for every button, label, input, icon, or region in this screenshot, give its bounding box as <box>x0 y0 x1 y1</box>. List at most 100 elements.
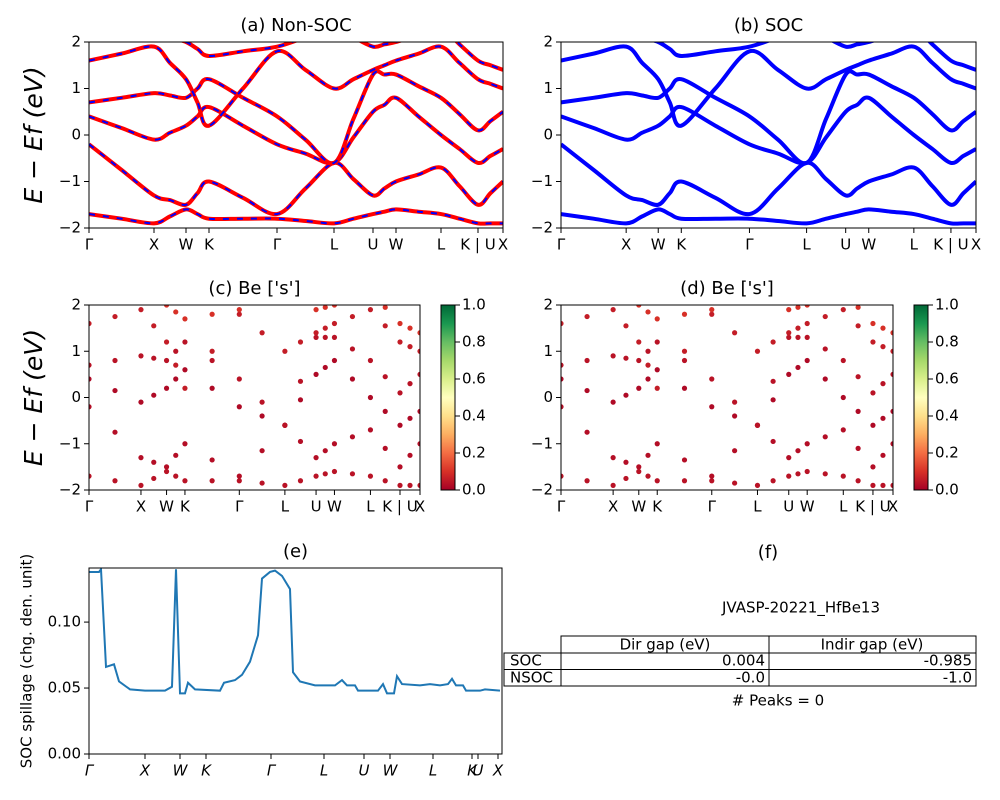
band-point <box>823 295 828 300</box>
band-point <box>282 482 288 488</box>
band-point <box>331 320 338 327</box>
band-point <box>138 293 143 298</box>
panel-title: (d) Be ['s'] <box>680 278 774 299</box>
peaks-note: # Peaks = 0 <box>732 692 824 710</box>
band-point <box>795 334 801 340</box>
band-point <box>732 480 738 486</box>
x-tick-label: W <box>631 498 646 516</box>
x-tick-label: Γ <box>273 236 282 254</box>
table-cell: -1.0 <box>943 669 972 687</box>
x-tick-label: Γ <box>708 498 717 516</box>
band-point <box>636 385 642 391</box>
band-point <box>880 381 886 387</box>
band-point <box>89 404 92 410</box>
y-tick-label: −1 <box>531 172 553 190</box>
band-point <box>331 357 338 364</box>
x-tick-label: W <box>651 236 666 254</box>
band-line <box>561 44 976 128</box>
band-point <box>151 323 157 329</box>
band-line <box>89 142 503 217</box>
band-point <box>407 452 413 458</box>
band-point <box>163 339 170 345</box>
band-point <box>561 320 564 327</box>
row-label: SOC <box>510 652 542 670</box>
band-point <box>112 478 118 484</box>
band-point <box>636 339 642 345</box>
band-point <box>709 376 715 382</box>
band-point <box>382 323 388 329</box>
x-tick-label: L <box>910 236 919 254</box>
band-point <box>367 473 374 479</box>
x-tick-label: K | U <box>382 498 417 516</box>
y-tick-label: 2 <box>543 33 553 51</box>
band-point <box>151 392 157 398</box>
band-point <box>163 385 170 391</box>
band-point <box>795 448 801 454</box>
band-point <box>804 441 810 447</box>
material-id: JVASP-20221_HfBe13 <box>721 599 880 618</box>
colorbar-tick-label: 0.0 <box>935 481 959 499</box>
band-point <box>138 307 144 313</box>
band-point <box>259 448 265 454</box>
band-point <box>561 376 564 382</box>
band-point <box>623 392 629 398</box>
band-point <box>349 376 356 382</box>
band-point <box>870 422 876 428</box>
x-tick-label: X <box>415 498 425 516</box>
band-point <box>236 473 242 479</box>
band-point <box>786 473 792 479</box>
band-point <box>173 452 179 458</box>
band-point <box>890 408 893 414</box>
band-point <box>855 305 861 310</box>
band-point <box>209 348 215 354</box>
band-point <box>795 325 801 331</box>
band-point <box>331 468 338 475</box>
band-point <box>236 478 242 484</box>
band-point <box>367 357 374 364</box>
colorbar-tick-label: 0.8 <box>462 333 486 351</box>
colorbar-tick-label: 0.6 <box>935 370 959 388</box>
band-point <box>209 478 215 484</box>
band-point <box>182 339 188 345</box>
band-point <box>645 376 651 382</box>
x-tick-label: K <box>201 762 212 780</box>
band-point <box>313 307 319 313</box>
band-point <box>313 334 319 340</box>
y-tick-label: 2 <box>543 296 553 314</box>
band-point <box>870 320 876 327</box>
band-point <box>382 478 388 484</box>
panel-title: (a) Non-SOC <box>240 15 351 36</box>
x-tick-label: X <box>149 236 159 254</box>
band-point <box>558 289 563 294</box>
band-point <box>610 307 616 313</box>
band-point <box>382 374 388 380</box>
panel-title: (b) SOC <box>734 15 803 36</box>
band-point <box>163 464 170 470</box>
y-tick-label: 1 <box>543 342 553 360</box>
band-point <box>313 473 319 479</box>
x-tick-label: K <box>652 498 663 516</box>
band-point <box>623 323 629 329</box>
band-point <box>173 309 179 315</box>
band-point <box>397 464 403 470</box>
band-point <box>209 385 215 391</box>
band-point <box>681 457 688 463</box>
band-point <box>259 399 265 405</box>
y-tick-label: 0 <box>71 388 81 406</box>
x-tick-label: Γ <box>557 498 566 516</box>
band-point <box>880 452 886 458</box>
band-point <box>645 473 651 479</box>
band-point <box>417 330 420 336</box>
panel-f: (f) JVASP-20221_HfBe13 Dir gap (eV) Indi… <box>503 542 977 710</box>
band-point <box>584 313 590 320</box>
band-point <box>349 313 356 320</box>
band-point <box>331 305 338 308</box>
x-tick-label: L <box>437 236 446 254</box>
table-cell: -0.985 <box>924 652 972 670</box>
table-grid <box>503 635 977 687</box>
panel-title: (c) Be ['s'] <box>208 278 300 299</box>
band-point <box>610 482 616 488</box>
y-tick-label: −2 <box>531 219 553 237</box>
band-point <box>870 390 876 396</box>
